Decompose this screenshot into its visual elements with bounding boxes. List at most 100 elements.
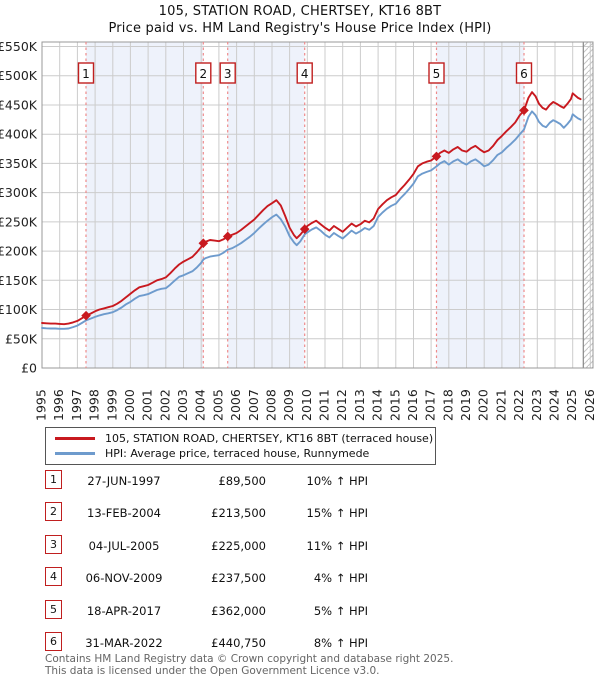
ownership-band bbox=[227, 42, 305, 368]
sale-marker-number: 1 bbox=[82, 67, 90, 81]
x-tick-label: 2009 bbox=[281, 389, 296, 421]
sale-marker-number: 6 bbox=[520, 67, 528, 81]
x-tick-label: 1996 bbox=[51, 389, 66, 421]
sale-marker-number: 2 bbox=[199, 67, 207, 81]
sale-hpi-diff: 4% ↑ HPI bbox=[313, 571, 368, 586]
x-tick-label: 2004 bbox=[193, 389, 208, 421]
table-row: 1 27-JUN-1997 £89,500 10% ↑ HPI bbox=[45, 466, 375, 498]
sale-marker-diamond bbox=[299, 224, 310, 234]
sale-marker-box bbox=[77, 62, 95, 84]
x-tick-label: 2008 bbox=[264, 389, 279, 421]
x-tick-label: 2019 bbox=[458, 389, 473, 421]
y-tick-label: £350K bbox=[0, 156, 38, 171]
y-tick-label: £500K bbox=[0, 68, 38, 83]
sale-marker-box bbox=[296, 62, 313, 84]
x-tick-label: 2025 bbox=[564, 389, 579, 421]
table-row: 6 31-MAR-2022 £440,750 8% ↑ HPI bbox=[45, 628, 375, 660]
x-tick-label: 2000 bbox=[122, 389, 137, 421]
x-tick-label: 1997 bbox=[69, 389, 84, 421]
legend-entry-hpi: HPI: Average price, terraced house, Runn… bbox=[55, 446, 431, 461]
legend-entry-property: 105, STATION ROAD, CHERTSEY, KT16 8BT (t… bbox=[55, 431, 433, 446]
sale-hpi-diff: 10% ↑ HPI bbox=[306, 474, 368, 488]
sale-marker-box bbox=[428, 62, 445, 84]
plot-border bbox=[41, 41, 594, 369]
x-tick-label: 2018 bbox=[440, 389, 455, 421]
y-tick-label: £100K bbox=[0, 302, 38, 317]
sale-marker-number: 5 bbox=[433, 67, 441, 81]
footer-line-1: Contains HM Land Registry data © Crown c… bbox=[45, 653, 454, 665]
x-tick-label: 2026 bbox=[582, 389, 597, 421]
x-tick-label: 2022 bbox=[511, 389, 526, 421]
x-tick-label: 1998 bbox=[87, 389, 102, 421]
table-row: 4 06-NOV-2009 £237,500 4% ↑ HPI bbox=[45, 563, 375, 595]
sale-date: 13-FEB-2004 bbox=[87, 506, 161, 521]
y-tick-label: £400K bbox=[0, 127, 38, 142]
price-chart: 1 2 3 4 5 6 £0 £50K £100K £150K £200K £250K £300K £35… bbox=[0, 39, 597, 421]
hpi-line bbox=[41, 110, 582, 330]
x-tick-label: 2015 bbox=[387, 389, 402, 421]
y-tick-label: £200K bbox=[0, 244, 38, 259]
sale-marker-box bbox=[195, 62, 212, 84]
y-tick-label: £550K bbox=[0, 39, 38, 54]
x-tick-label: 2024 bbox=[547, 389, 562, 421]
x-tick-label: 2001 bbox=[140, 389, 155, 421]
sales-table: 1 27-JUN-1997 £89,500 10% ↑ HPI 2 13-FEB… bbox=[45, 466, 375, 660]
chart-legend: 105, STATION ROAD, CHERTSEY, KT16 8BT (t… bbox=[45, 427, 436, 465]
sale-date: 31-MAR-2022 bbox=[85, 635, 163, 650]
property-line-swatch bbox=[55, 437, 95, 440]
page-title: 105, STATION ROAD, CHERTSEY, KT16 8BT bbox=[158, 4, 442, 19]
future-hatch-region bbox=[583, 42, 593, 368]
sale-number-badge: 4 bbox=[45, 567, 62, 587]
sale-number-badge: 1 bbox=[45, 470, 62, 489]
ownership-band bbox=[436, 42, 525, 368]
sale-marker-diamond bbox=[431, 151, 442, 162]
x-tick-label: 2011 bbox=[317, 389, 332, 421]
table-row: 5 18-APR-2017 £362,000 5% ↑ HPI bbox=[45, 596, 375, 628]
ownership-band bbox=[86, 42, 204, 368]
y-tick-label: £450K bbox=[0, 98, 38, 113]
x-tick-label: 2021 bbox=[493, 389, 508, 421]
sale-marker-number: 4 bbox=[301, 67, 309, 81]
table-row: 3 04-JUL-2005 £225,000 11% ↑ HPI bbox=[45, 531, 375, 563]
license-footer: Contains HM Land Registry data © Crown c… bbox=[45, 653, 454, 677]
sale-marker-diamond bbox=[81, 310, 91, 321]
sale-price: £89,500 bbox=[218, 474, 266, 488]
sale-price: £237,500 bbox=[211, 571, 266, 586]
x-tick-label: 2006 bbox=[228, 389, 243, 421]
page-subtitle: Price paid vs. HM Land Registry's House … bbox=[108, 21, 492, 36]
x-tick-label: 2003 bbox=[175, 389, 190, 421]
sale-price: £225,000 bbox=[211, 538, 266, 553]
sale-hpi-diff: 8% ↑ HPI bbox=[313, 635, 368, 650]
property-price-line bbox=[41, 91, 582, 326]
y-tick-label: £50K bbox=[5, 331, 38, 346]
x-tick-label: 2010 bbox=[299, 389, 314, 421]
sale-number-badge: 2 bbox=[45, 502, 62, 522]
x-tick-label: 2014 bbox=[370, 389, 385, 421]
x-tick-label: 2002 bbox=[157, 389, 172, 421]
x-tick-label: 1995 bbox=[34, 389, 49, 421]
sale-price: £440,750 bbox=[211, 635, 266, 650]
y-tick-label: £250K bbox=[0, 214, 38, 229]
x-tick-label: 1999 bbox=[104, 389, 119, 421]
hpi-line-swatch bbox=[55, 452, 95, 455]
y-tick-label: £0 bbox=[21, 361, 37, 376]
x-tick-label: 2007 bbox=[246, 389, 261, 421]
x-tick-label: 2023 bbox=[529, 389, 544, 421]
sale-number-badge: 5 bbox=[45, 599, 62, 619]
x-tick-label: 2020 bbox=[476, 389, 491, 421]
sale-marker-number: 3 bbox=[224, 67, 232, 81]
sale-marker-diamond bbox=[198, 238, 209, 248]
legend-label-hpi: HPI: Average price, terraced house, Runn… bbox=[105, 447, 370, 460]
sale-date: 18-APR-2017 bbox=[86, 603, 162, 618]
sale-number-badge: 6 bbox=[45, 631, 62, 651]
x-tick-label: 2017 bbox=[423, 389, 438, 421]
sale-marker-box bbox=[219, 62, 236, 84]
sale-marker-diamond bbox=[222, 231, 233, 242]
sale-marker-box bbox=[515, 62, 533, 84]
footer-line-2: This data is licensed under the Open Gov… bbox=[45, 664, 380, 677]
x-tick-label: 2005 bbox=[210, 389, 225, 421]
sale-date: 04-JUL-2005 bbox=[88, 538, 160, 553]
sale-date: 27-JUN-1997 bbox=[87, 474, 161, 488]
y-tick-label: £300K bbox=[0, 185, 38, 200]
